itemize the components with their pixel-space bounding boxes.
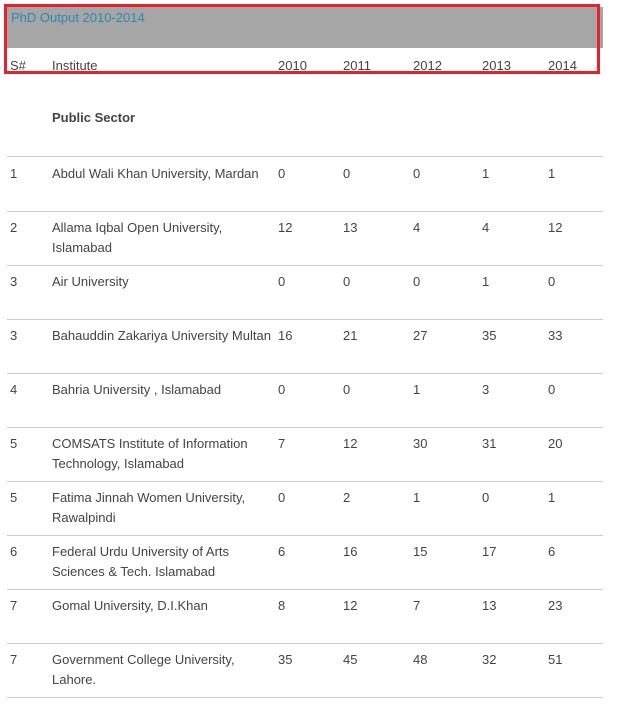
row-institute: Fatima Jinnah Women University, Rawalpin… (52, 490, 246, 525)
row-value: 1 (413, 382, 421, 397)
table-row: 3 Air University 0 0 0 1 0 (7, 265, 603, 320)
row-institute: Gomal University, D.I.Khan (52, 598, 208, 613)
row-serial: 5 (10, 490, 18, 505)
table-title-band: PhD Output 2010-2014 (7, 7, 603, 48)
header-institute: Institute (52, 58, 98, 73)
row-value: 45 (343, 652, 358, 667)
row-value: 27 (413, 328, 428, 343)
row-value: 12 (548, 220, 563, 235)
row-serial: 7 (10, 598, 18, 613)
row-value: 21 (343, 328, 358, 343)
row-value: 8 (278, 598, 286, 613)
row-serial: 3 (10, 328, 18, 343)
row-institute: Abdul Wali Khan University, Mardan (52, 166, 259, 181)
row-institute: Allama Iqbal Open University, Islamabad (52, 220, 223, 255)
table-title[interactable]: PhD Output 2010-2014 (11, 10, 145, 25)
table-row: 5 COMSATS Institute of Information Techno… (7, 427, 603, 482)
section-row: Public Sector (7, 102, 603, 157)
row-value: 0 (482, 490, 490, 505)
header-year-2012: 2012 (413, 58, 442, 73)
row-value: 0 (548, 382, 556, 397)
row-value: 16 (343, 544, 358, 559)
row-value: 16 (278, 328, 293, 343)
table-row: 7 Gomal University, D.I.Khan 8 12 7 13 23 (7, 589, 603, 644)
row-value: 0 (413, 274, 421, 289)
row-value: 12 (278, 220, 293, 235)
row-value: 31 (482, 436, 497, 451)
row-institute: Government College University, Lahore. (52, 652, 235, 687)
row-value: 6 (548, 544, 556, 559)
header-year-2013: 2013 (482, 58, 511, 73)
row-value: 3 (482, 382, 490, 397)
row-institute: Bahria University , Islamabad (52, 382, 222, 397)
row-value: 13 (482, 598, 497, 613)
row-value: 23 (548, 598, 563, 613)
row-serial: 7 (10, 652, 18, 667)
row-value: 1 (548, 490, 556, 505)
row-value: 12 (343, 598, 358, 613)
row-value: 0 (278, 382, 286, 397)
table-row: 3 Bahauddin Zakariya University Multan 16 2… (7, 319, 603, 374)
row-value: 7 (278, 436, 286, 451)
row-value: 13 (343, 220, 358, 235)
row-value: 48 (413, 652, 428, 667)
row-serial: 2 (10, 220, 18, 235)
table-header-row: S# Institute 2010 2011 2012 2013 2014 (7, 50, 603, 78)
row-value: 51 (548, 652, 563, 667)
row-institute: Air University (52, 274, 129, 289)
table-row: 4 Bahria University , Islamabad 0 0 1 3 0 (7, 373, 603, 428)
row-serial: 6 (10, 544, 18, 559)
table-row: 5 Fatima Jinnah Women University, Rawalpi… (7, 481, 603, 536)
row-institute: Bahauddin Zakariya University Multan (52, 328, 271, 343)
row-value: 1 (482, 274, 490, 289)
row-value: 0 (413, 166, 421, 181)
row-value: 30 (413, 436, 428, 451)
row-value: 0 (343, 166, 351, 181)
row-value: 0 (278, 166, 286, 181)
row-value: 35 (482, 328, 497, 343)
row-value: 6 (278, 544, 286, 559)
header-serial: S# (10, 58, 26, 73)
row-value: 7 (413, 598, 421, 613)
row-value: 17 (482, 544, 497, 559)
row-value: 20 (548, 436, 563, 451)
row-value: 1 (482, 166, 490, 181)
table-row: 1 Abdul Wali Khan University, Mardan 0 0 0 1 1 (7, 157, 603, 212)
row-institute: COMSATS Institute of Information Technol… (52, 436, 248, 471)
row-institute: Federal Urdu University of Arts Sciences… (52, 544, 230, 579)
row-value: 0 (278, 274, 286, 289)
row-value: 4 (413, 220, 421, 235)
row-value: 2 (343, 490, 351, 505)
table-row: 6 Federal Urdu University of Arts Science… (7, 535, 603, 590)
row-value: 15 (413, 544, 428, 559)
row-value: 0 (278, 490, 286, 505)
header-year-2011: 2011 (343, 58, 371, 73)
table-row: 7 Government College University, Lahore. 3… (7, 643, 603, 698)
row-value: 0 (343, 274, 351, 289)
row-serial: 3 (10, 274, 18, 289)
row-value: 0 (548, 274, 556, 289)
header-year-2010: 2010 (278, 58, 307, 73)
row-value: 12 (343, 436, 358, 451)
section-label: Public Sector (52, 110, 136, 125)
table-row: 2 Allama Iqbal Open University, Islamabad… (7, 211, 603, 266)
row-value: 1 (413, 490, 421, 505)
row-serial: 5 (10, 436, 18, 451)
row-serial: 4 (10, 382, 18, 397)
row-serial: 1 (10, 166, 18, 181)
row-value: 35 (278, 652, 293, 667)
row-value: 0 (343, 382, 351, 397)
header-year-2014: 2014 (548, 58, 577, 73)
row-value: 33 (548, 328, 563, 343)
row-value: 4 (482, 220, 490, 235)
row-value: 1 (548, 166, 556, 181)
row-value: 32 (482, 652, 497, 667)
